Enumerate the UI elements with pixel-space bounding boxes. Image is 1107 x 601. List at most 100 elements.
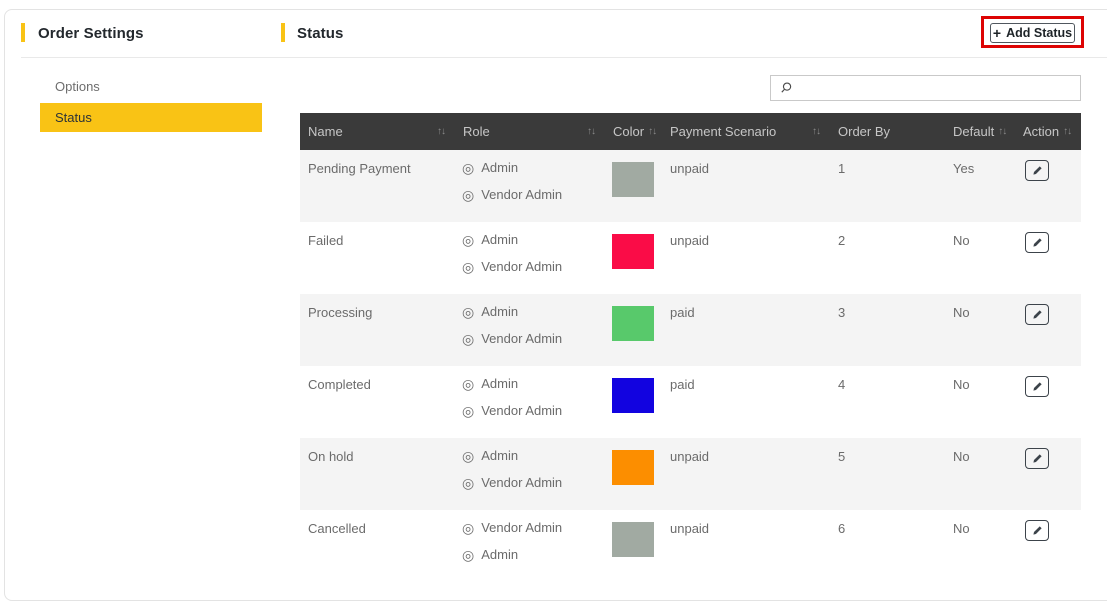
sort-arrows-icon[interactable]: ↑↓ <box>437 126 446 137</box>
sidebar-item-options[interactable]: Options <box>55 79 100 94</box>
role-label: Admin <box>481 232 519 247</box>
role-label: Vendor Admin <box>481 475 563 490</box>
cell-name: On hold <box>308 449 354 464</box>
cell-payment-scenario: unpaid <box>670 521 710 536</box>
edit-button[interactable] <box>1025 160 1049 181</box>
cell-default: No <box>953 233 970 248</box>
cell-order-by: 5 <box>838 449 846 464</box>
sort-arrows-icon[interactable]: ↑↓ <box>998 126 1007 137</box>
search-input[interactable] <box>798 77 1080 99</box>
sidebar: Options Status <box>40 72 262 134</box>
highlight-box: + Add Status <box>981 16 1084 48</box>
role-bullseye-icon: ◎ <box>462 258 475 275</box>
role-label: Vendor Admin <box>481 520 563 535</box>
column-header-name[interactable]: Name ↑↓ <box>300 113 455 150</box>
pencil-icon <box>1033 237 1042 247</box>
add-status-button[interactable]: + Add Status <box>990 23 1075 43</box>
pencil-icon <box>1033 525 1042 535</box>
role-label: Admin <box>481 547 519 562</box>
role-label: Vendor Admin <box>481 259 563 274</box>
cell-order-by: 1 <box>838 161 846 176</box>
column-header-default[interactable]: Default ↑↓ <box>945 113 1015 150</box>
role-item: ◎ Admin <box>455 298 605 325</box>
color-swatch <box>612 306 654 341</box>
add-status-label: Add Status <box>1006 26 1073 40</box>
cell-default: No <box>953 521 970 536</box>
page-title: Order Settings <box>38 25 144 42</box>
search-box <box>770 75 1081 101</box>
sort-arrows-icon[interactable]: ↑↓ <box>1063 126 1072 137</box>
table-row: Processing ◎ Admin ◎ Vendor Admin paid 3 No <box>300 294 1081 366</box>
pencil-icon <box>1033 165 1042 175</box>
cell-color <box>605 366 662 438</box>
edit-button[interactable] <box>1025 304 1049 325</box>
table-row: Failed ◎ Admin ◎ Vendor Admin unpaid 2 No <box>300 222 1081 294</box>
column-header-role[interactable]: Role ↑↓ <box>455 113 605 150</box>
header-divider <box>21 57 1107 58</box>
cell-default: No <box>953 305 970 320</box>
edit-button[interactable] <box>1025 376 1049 397</box>
edit-button[interactable] <box>1025 232 1049 253</box>
column-label: Role <box>463 124 490 139</box>
plus-icon: + <box>992 24 1002 41</box>
color-swatch <box>612 234 654 269</box>
cell-roles: ◎ Vendor Admin ◎ Admin <box>455 510 605 582</box>
role-bullseye-icon: ◎ <box>462 402 475 419</box>
accent-bar <box>281 23 285 42</box>
pencil-icon <box>1033 381 1042 391</box>
column-label: Color <box>613 124 645 139</box>
cell-name: Completed <box>308 377 371 392</box>
role-item: ◎ Admin <box>455 370 605 397</box>
edit-button[interactable] <box>1025 448 1049 469</box>
cell-payment-scenario: paid <box>670 377 695 392</box>
role-label: Vendor Admin <box>481 331 563 346</box>
sort-arrows-icon[interactable]: ↑↓ <box>648 126 657 137</box>
role-bullseye-icon: ◎ <box>462 186 475 203</box>
column-header-order-by[interactable]: Order By <box>830 113 945 150</box>
table-row: Pending Payment ◎ Admin ◎ Vendor Admin unpaid… <box>300 150 1081 222</box>
role-label: Admin <box>481 448 519 463</box>
cell-action <box>1015 294 1081 366</box>
role-bullseye-icon: ◎ <box>462 519 475 536</box>
column-label: Action <box>1023 124 1060 139</box>
column-header-payment-scenario[interactable]: Payment Scenario ↑↓ <box>662 113 830 150</box>
cell-default: No <box>953 449 970 464</box>
role-item: ◎ Vendor Admin <box>455 469 605 496</box>
edit-button[interactable] <box>1025 520 1049 541</box>
column-header-color[interactable]: Color ↑↓ <box>605 113 662 150</box>
cell-roles: ◎ Admin ◎ Vendor Admin <box>455 438 605 510</box>
color-swatch <box>612 522 654 557</box>
role-item: ◎ Admin <box>455 541 605 568</box>
cell-action <box>1015 366 1081 438</box>
role-bullseye-icon: ◎ <box>462 159 475 176</box>
column-label: Payment Scenario <box>670 124 777 139</box>
cell-default: No <box>953 377 970 392</box>
cell-order-by: 6 <box>838 521 846 536</box>
cell-action <box>1015 222 1081 294</box>
cell-order-by: 4 <box>838 377 846 392</box>
cell-name: Cancelled <box>308 521 366 536</box>
cell-default: Yes <box>953 161 975 176</box>
table-row: Completed ◎ Admin ◎ Vendor Admin paid 4 No <box>300 366 1081 438</box>
cell-roles: ◎ Admin ◎ Vendor Admin <box>455 366 605 438</box>
role-bullseye-icon: ◎ <box>462 474 475 491</box>
role-item: ◎ Admin <box>455 226 605 253</box>
cell-name: Processing <box>308 305 373 320</box>
color-swatch <box>612 450 654 485</box>
cell-action <box>1015 150 1081 222</box>
sort-arrows-icon[interactable]: ↑↓ <box>812 126 821 137</box>
role-label: Vendor Admin <box>481 403 563 418</box>
role-item: ◎ Vendor Admin <box>455 181 605 208</box>
cell-roles: ◎ Admin ◎ Vendor Admin <box>455 150 605 222</box>
sidebar-item-status[interactable]: Status <box>40 103 262 132</box>
table-body: Pending Payment ◎ Admin ◎ Vendor Admin unpaid… <box>300 150 1081 582</box>
sort-arrows-icon[interactable]: ↑↓ <box>587 126 596 137</box>
role-item: ◎ Admin <box>455 442 605 469</box>
cell-roles: ◎ Admin ◎ Vendor Admin <box>455 294 605 366</box>
role-item: ◎ Vendor Admin <box>455 325 605 352</box>
role-item: ◎ Admin <box>455 154 605 181</box>
role-label: Admin <box>481 304 519 319</box>
cell-action <box>1015 438 1081 510</box>
column-header-action[interactable]: Action ↑↓ <box>1015 113 1081 150</box>
pencil-icon <box>1033 453 1042 463</box>
